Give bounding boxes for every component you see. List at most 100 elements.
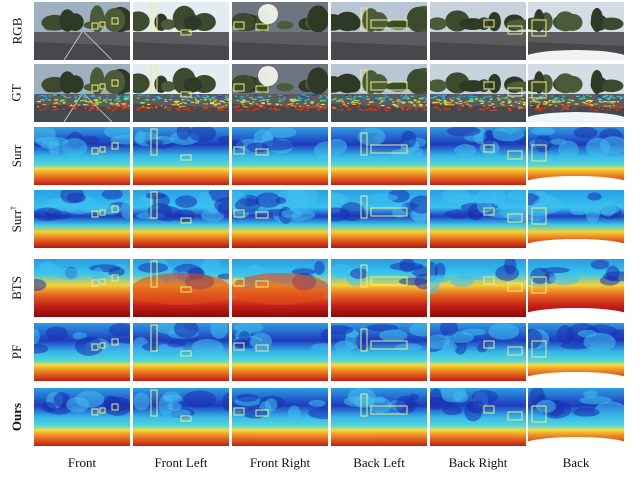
highlight-box [180,415,192,422]
cell-surr-dagger-front [34,190,130,248]
highlight-box [483,405,495,414]
highlight-box [507,411,523,421]
highlight-box [180,350,192,357]
cell-ours-back-right [430,388,526,446]
highlight-box [370,340,408,350]
cell-surr-front-right [232,127,328,185]
highlight-box [507,282,523,292]
cell-bts-back [528,259,624,317]
highlight-box [233,342,245,351]
cell-surr-front-left [133,127,229,185]
cell-surr-back-left [331,127,427,185]
highlight-box [507,87,523,97]
cell-surr-dagger-back-right [430,190,526,248]
cell-surr-dagger-front-left [133,190,229,248]
column-label-back-left: Back Left [353,455,405,470]
highlight-box [531,144,547,162]
highlight-box [255,409,269,417]
highlight-box [483,276,495,285]
cell-pf-back-left [331,323,427,381]
cell-surr-dagger-back [528,190,624,248]
cell-bts-front-left [133,259,229,317]
highlight-box [150,65,158,93]
highlight-box [180,154,192,161]
highlight-box [91,147,99,155]
highlight-box [360,393,368,417]
highlight-box [233,83,245,92]
highlight-box [233,209,245,218]
cell-surr-front [34,127,130,185]
highlight-box [483,19,495,28]
cell-gt-back-right [430,64,526,122]
highlight-box [360,132,368,156]
row-label-gt: GT [9,84,24,102]
highlight-box [91,408,99,416]
cell-bts-back-left [331,259,427,317]
cell-gt-front-left [133,64,229,122]
cell-ours-front-right [232,388,328,446]
highlight-box [111,17,119,25]
highlight-box [370,276,408,286]
highlight-box [233,278,245,287]
column-label-back-right: Back Right [448,455,508,470]
highlight-box [150,260,158,288]
cell-gt-front-right [232,64,328,122]
cell-rgb-front [34,2,130,60]
highlight-box [531,207,547,225]
cell-bts-back-right [430,259,526,317]
highlight-box [370,144,408,154]
highlight-box [233,21,245,30]
row-label-surr: Surr [8,144,24,168]
cell-pf-back-right [430,323,526,381]
highlight-box [150,389,158,417]
highlight-box [370,81,408,91]
cell-ours-back-left [331,388,427,446]
cell-pf-front-right [232,323,328,381]
column-label-front-right: Front Right [249,455,311,470]
highlight-box [370,19,408,29]
cell-pf-front [34,323,130,381]
highlight-box [531,81,547,99]
row-label-rgb: RGB [8,17,24,45]
highlight-box [233,146,245,155]
highlight-box [360,328,368,352]
highlight-box [531,19,547,37]
highlight-box [360,69,368,93]
highlight-box [233,407,245,416]
highlight-box [255,211,269,219]
highlight-box [483,81,495,90]
highlight-box [531,340,547,358]
highlight-box [180,217,192,224]
highlight-box [483,340,495,349]
highlight-box [180,286,192,293]
column-label-front: Front [67,455,97,470]
highlight-box [507,150,523,160]
highlight-box [255,344,269,352]
highlight-box [360,264,368,288]
cell-bts-front [34,259,130,317]
row-label-surr-dagger: Surr† [8,205,25,233]
highlight-box [99,83,106,90]
row-label-bts: BTS [9,276,24,300]
highlight-box [91,210,99,218]
highlight-box [180,29,192,36]
highlight-box [255,280,269,288]
highlight-box [507,346,523,356]
highlight-box [150,191,158,219]
highlight-box [91,22,99,30]
highlight-box [111,274,119,282]
highlight-box [111,142,119,150]
highlight-box [255,85,269,93]
highlight-box [99,209,106,216]
highlight-box [483,207,495,216]
highlight-box [91,343,99,351]
highlight-box [255,148,269,156]
cell-rgb-back-left [331,2,427,60]
highlight-box [360,195,368,219]
highlight-box [360,7,368,31]
column-label-front-left: Front Left [154,455,208,470]
highlight-box [99,278,106,285]
highlight-box [111,403,119,411]
cell-surr-dagger-front-right [232,190,328,248]
